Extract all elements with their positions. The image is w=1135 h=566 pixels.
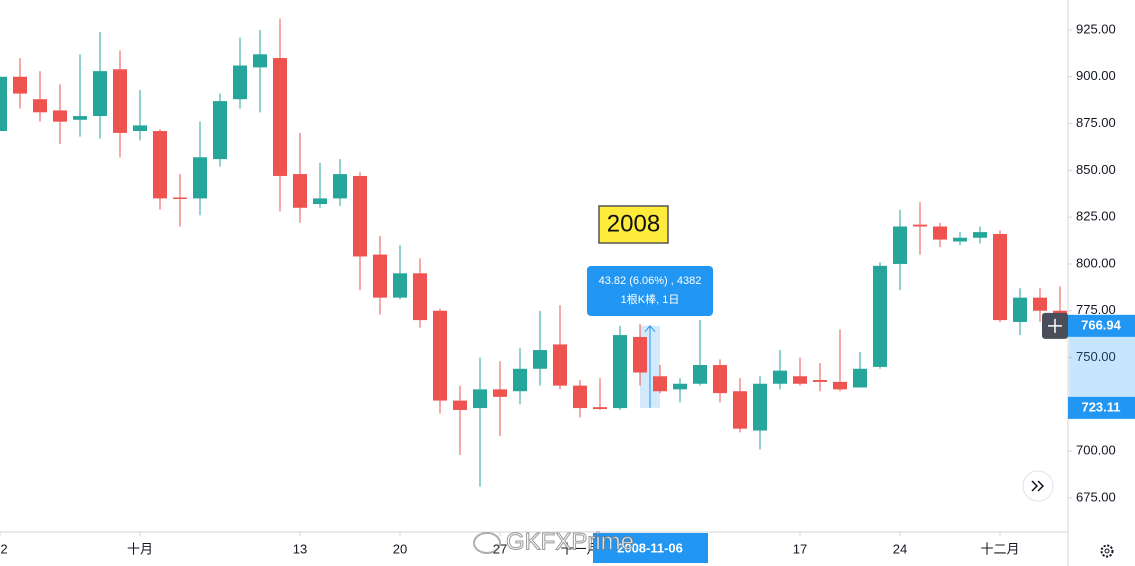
y-tick-label: 700.00	[1076, 443, 1116, 458]
price-marker-label: 766.94	[1081, 317, 1122, 332]
gear-hole	[1104, 548, 1110, 554]
candle-body	[973, 232, 987, 238]
gear-ring	[1100, 544, 1114, 558]
candle-body	[273, 58, 287, 176]
candle-body	[773, 370, 787, 384]
candle-body	[0, 76, 7, 132]
price-marker-box	[1068, 396, 1135, 419]
candle-body	[113, 69, 127, 133]
candle-body	[433, 310, 447, 401]
x-tick-label: 十月	[127, 541, 153, 556]
candle-body	[373, 254, 387, 298]
measure-tooltip	[587, 266, 713, 316]
candle-body	[333, 174, 347, 199]
price-marker-label: 723.11	[1081, 399, 1120, 414]
candle-body	[953, 237, 967, 242]
x-tick-label: 13	[293, 541, 307, 556]
axes: 675.00700.00725.00750.00775.00800.00825.…	[0, 21, 1135, 556]
candle-body	[413, 273, 427, 321]
candle-body	[493, 389, 507, 397]
y-tick-label: 775.00	[1076, 302, 1116, 317]
candle-body	[753, 383, 767, 431]
candle-body	[33, 99, 47, 113]
candle-body	[233, 65, 247, 100]
candle-body	[893, 226, 907, 264]
candle-body	[693, 365, 707, 384]
x-tick-label: 20	[393, 541, 407, 556]
watermark-logo	[473, 532, 501, 554]
overlays: 43.82 (6.06%) , 4382 1根K棒, 1日 2008 2008-11-…	[473, 205, 1114, 563]
candle-body	[293, 174, 307, 208]
candle-body	[1033, 297, 1047, 311]
candle-body	[253, 54, 267, 68]
candle-body	[153, 131, 167, 199]
candle-body	[53, 110, 67, 122]
candle-body	[473, 389, 487, 409]
candle-body	[673, 383, 687, 390]
candle-body	[993, 233, 1007, 321]
candle-body	[913, 224, 927, 227]
y-tick-label: 875.00	[1076, 115, 1116, 130]
watermark: GKFXPrime	[506, 528, 634, 555]
plus-icon	[1048, 318, 1062, 333]
y-tick-label: 900.00	[1076, 68, 1116, 83]
candle-body	[853, 368, 867, 388]
y-tick-label: 925.00	[1076, 21, 1116, 36]
y-tick-label: 800.00	[1076, 255, 1116, 270]
candle-body	[713, 365, 727, 394]
candle-body	[13, 76, 27, 94]
candle-body	[93, 71, 107, 117]
candle-body	[793, 376, 807, 384]
x-tick-label: 24	[893, 541, 907, 556]
candle-body	[453, 400, 467, 410]
x-tick-label: 17	[793, 541, 807, 556]
candle-body	[933, 226, 947, 240]
x-tick-label: 十二月	[980, 541, 1019, 556]
price-range-band	[1069, 325, 1135, 408]
scroll-icon	[1031, 480, 1045, 492]
candle-body	[353, 175, 367, 257]
candle-body	[193, 157, 207, 199]
candle-body	[313, 198, 327, 205]
y-tick-label: 850.00	[1076, 162, 1116, 177]
y-tick-label: 825.00	[1076, 209, 1116, 224]
annotation-text: 2008	[607, 210, 660, 237]
x-tick-label: 27	[493, 541, 507, 556]
settings-button[interactable]	[1100, 544, 1114, 558]
measure-subtext: 1根K棒, 1日	[621, 292, 680, 306]
annotation-box	[598, 205, 669, 244]
candle-body	[213, 101, 227, 160]
candle-body	[573, 385, 587, 409]
x-tick-label: 2	[0, 541, 7, 556]
candle-body	[593, 407, 607, 410]
candle-body	[553, 344, 567, 386]
measure-text: 43.82 (6.06%) , 4382	[599, 275, 702, 287]
candle-body	[653, 376, 667, 392]
measure-arrowhead	[644, 325, 656, 333]
price-marker-box	[1068, 314, 1135, 337]
candle-body	[133, 125, 147, 132]
crosshair-date-box	[593, 533, 708, 563]
candle-body	[173, 197, 187, 199]
candle-body	[873, 265, 887, 367]
x-tick-label: 十一月	[560, 541, 599, 556]
candle-body	[833, 381, 847, 390]
candle-body	[393, 273, 407, 298]
candle-body	[73, 116, 87, 120]
candle-body	[533, 350, 547, 369]
y-tick-label: 750.00	[1076, 349, 1116, 364]
candle-body	[633, 336, 647, 373]
y-tick-label: 675.00	[1076, 489, 1116, 504]
candle-body	[613, 335, 627, 409]
candle-body	[1013, 297, 1027, 322]
candle-body	[513, 368, 527, 392]
candle-body	[733, 391, 747, 429]
crosshair-date: 2008-11-06	[617, 540, 683, 555]
candle-body	[813, 380, 827, 382]
